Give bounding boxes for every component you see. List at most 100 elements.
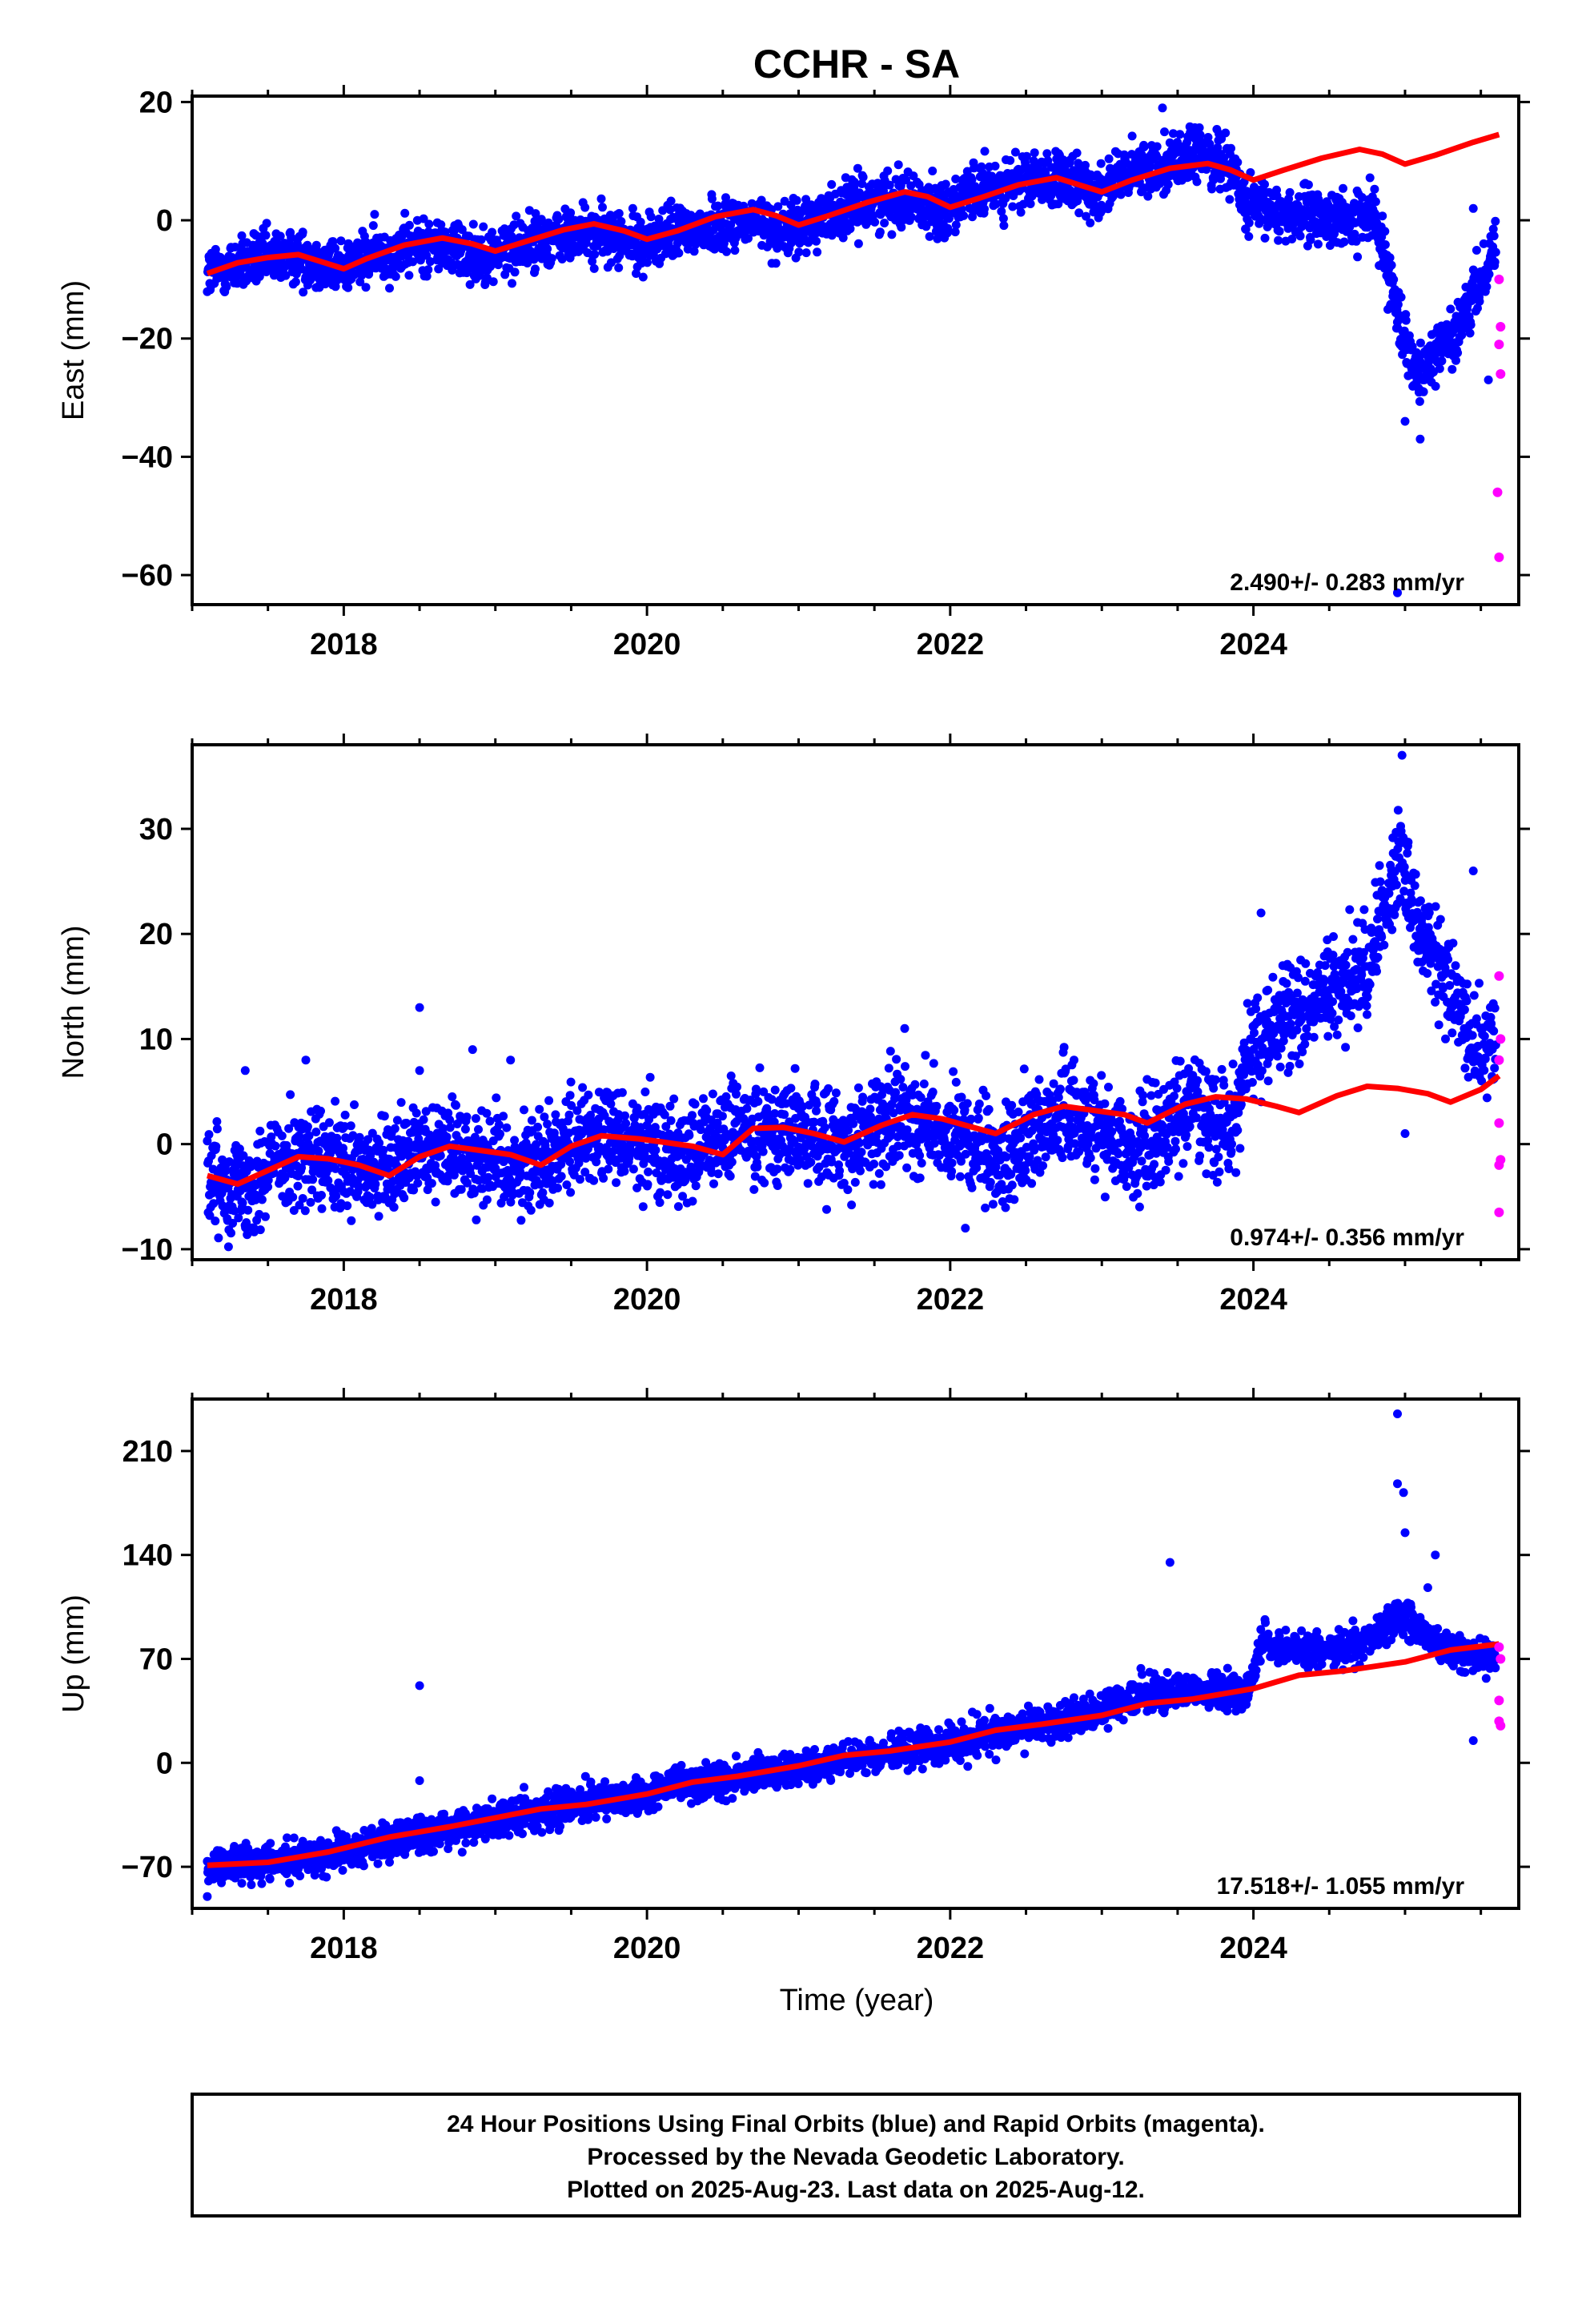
north-final-point (804, 1179, 813, 1188)
north-final-point (902, 1164, 911, 1172)
figure-title: CCHR - SA (753, 42, 960, 86)
north-final-point (347, 1121, 355, 1130)
north-final-point (484, 1173, 492, 1182)
north-final-point (771, 1086, 780, 1095)
north-final-point (528, 1116, 536, 1125)
north-final-point (956, 1172, 965, 1181)
east-final-point (907, 213, 916, 222)
north-final-point (895, 1151, 904, 1160)
east-final-point (1207, 185, 1216, 194)
north-final-point (932, 1102, 941, 1111)
north-final-point (271, 1142, 280, 1151)
east-y-tick-label: 0 (156, 204, 173, 238)
east-final-point (999, 221, 1008, 230)
east-final-point (1469, 204, 1478, 213)
north-final-point (948, 1159, 957, 1168)
north-final-point (612, 1178, 620, 1187)
north-final-point (885, 1063, 893, 1072)
north-final-point (640, 1088, 649, 1096)
north-final-point (311, 1128, 320, 1136)
east-final-point (479, 223, 488, 231)
north-final-point (813, 1100, 821, 1108)
north-final-point (811, 1080, 820, 1088)
east-final-point (1381, 240, 1390, 249)
north-final-point (843, 1185, 852, 1194)
north-final-point (325, 1118, 334, 1127)
north-final-point (211, 1142, 220, 1151)
east-final-point (1378, 211, 1387, 220)
east-final-point (222, 283, 231, 292)
east-final-point (405, 221, 414, 230)
north-final-point (557, 1172, 566, 1180)
north-final-point (502, 1124, 511, 1132)
north-final-point (656, 1188, 665, 1197)
north-final-point (709, 1180, 718, 1188)
east-final-point (1339, 184, 1347, 193)
north-final-point (821, 1124, 829, 1132)
north-final-point (576, 1175, 584, 1184)
east-rapid-point (1496, 369, 1505, 379)
east-final-point (876, 227, 885, 236)
north-final-point (341, 1111, 350, 1120)
east-final-point (370, 210, 379, 219)
north-final-point (584, 1091, 592, 1100)
north-final-point (685, 1131, 693, 1140)
east-final-point (391, 272, 400, 281)
east-final-point (981, 147, 990, 155)
east-final-point (531, 264, 540, 273)
east-final-point (897, 223, 905, 231)
east-final-orbit-points (203, 103, 1500, 597)
north-final-point (857, 1148, 866, 1156)
north-final-point (896, 1075, 905, 1084)
north-final-point (278, 1132, 287, 1140)
north-final-point (915, 1151, 924, 1160)
east-final-point (859, 173, 868, 182)
east-final-point (1466, 329, 1475, 338)
north-final-point (525, 1188, 534, 1197)
north-final-point (949, 1068, 958, 1076)
north-final-point (255, 1127, 264, 1136)
north-final-point (759, 1148, 768, 1156)
north-final-point (350, 1100, 359, 1109)
east-final-point (722, 247, 731, 256)
north-final-point (566, 1091, 575, 1100)
north-final-point (565, 1111, 574, 1120)
east-frame (192, 96, 1519, 605)
east-final-point (1244, 232, 1253, 241)
east-final-point (1164, 180, 1173, 189)
north-final-point (288, 1192, 297, 1201)
north-final-point (785, 1165, 794, 1174)
east-final-point (959, 211, 968, 220)
north-final-point (535, 1105, 544, 1114)
north-final-point (629, 1164, 638, 1173)
north-final-point (452, 1101, 460, 1110)
north-final-point (901, 1062, 909, 1071)
north-final-point (261, 1212, 270, 1221)
north-final-point (213, 1124, 222, 1133)
north-final-point (865, 1104, 874, 1113)
east-final-point (1140, 143, 1149, 151)
north-final-point (492, 1093, 500, 1102)
east-final-point (1484, 376, 1493, 384)
east-final-point (1030, 148, 1039, 157)
north-final-point (472, 1114, 480, 1123)
east-final-point (1380, 227, 1389, 235)
north-final-point (205, 1130, 214, 1139)
east-final-point (793, 196, 801, 205)
north-final-point (620, 1112, 629, 1120)
east-final-point (887, 230, 896, 239)
north-final-point (256, 1225, 265, 1234)
north-final-point (651, 1146, 660, 1155)
east-final-point (1017, 208, 1026, 217)
east-final-point (1274, 236, 1283, 245)
east-final-point (424, 265, 432, 274)
north-final-point (886, 1047, 895, 1055)
north-final-point (869, 1160, 878, 1168)
east-final-point (469, 220, 478, 229)
north-final-point (214, 1233, 223, 1242)
east-final-point (1353, 252, 1362, 261)
east-final-point (870, 218, 879, 227)
north-final-point (835, 1167, 844, 1176)
north-final-point (375, 1212, 383, 1220)
north-final-point (917, 1159, 926, 1168)
